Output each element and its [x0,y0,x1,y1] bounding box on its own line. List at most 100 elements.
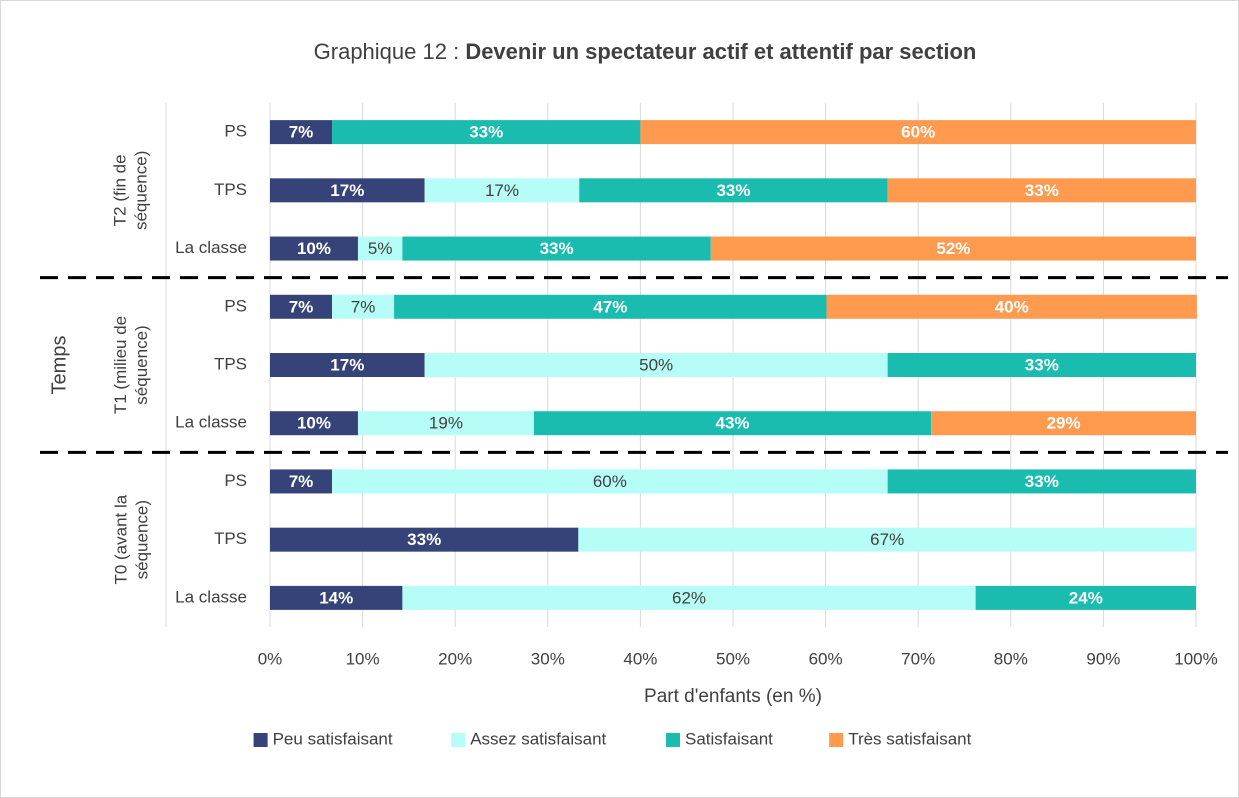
category-label: PS [224,122,247,141]
x-tick-label: 50% [716,649,750,668]
group-label: T1 (milieu de séquence) [111,315,151,415]
bar-segment [270,411,358,436]
x-tick-label: 80% [994,649,1028,668]
data-label: 17% [485,181,519,200]
data-label: 40% [995,297,1029,316]
bar-segment [402,236,711,261]
data-label: 67% [870,530,904,549]
bar-segment [270,120,333,145]
data-label: 62% [672,588,706,607]
bar-segment [270,527,579,552]
data-label: 33% [1025,181,1059,200]
legend-label: Peu satisfaisant [273,729,393,748]
bar-segment [270,585,403,610]
bar-segment [533,411,932,436]
group-label: T0 (avant la séquence) [110,494,151,585]
data-label: 33% [407,530,441,549]
bar-segment [931,411,1196,436]
data-label: 14% [319,588,353,607]
data-label: 19% [429,414,463,433]
bar-segment [887,353,1196,377]
group-label: T2 (fin de séquence) [110,150,151,231]
category-label: PS [224,296,247,315]
category-label: La classe [175,413,247,432]
x-tick-label: 30% [531,649,565,668]
legend-swatch [829,733,844,747]
x-tick-label: 70% [901,649,935,668]
data-label: 60% [593,472,627,491]
category-label: TPS [214,180,247,199]
x-tick-label: 60% [809,649,843,668]
category-label: TPS [214,354,247,373]
data-label: 33% [716,181,750,200]
group-label-box: T2 (fin de séquence) [110,150,151,231]
x-tick-label: 40% [623,649,657,668]
data-label: 47% [593,297,627,316]
category-label: TPS [214,529,247,548]
bar-segment [402,585,976,610]
data-label: 7% [289,123,314,142]
bar-segment [270,353,425,377]
legend-label: Satisfaisant [685,729,773,748]
title-prefix: Graphique 12 : [314,39,460,64]
bar-segment [710,236,1196,261]
bar-segment [578,527,1196,552]
bar-segment [270,178,425,203]
data-label: 52% [936,239,970,258]
bar-segment [357,236,403,261]
bar-segment [640,120,1196,145]
data-label: 17% [330,181,364,200]
bar-segment [826,294,1197,319]
y-axis-title: Temps [48,336,70,395]
data-label: 60% [901,123,935,142]
data-label: 10% [297,414,331,433]
bar-segment [887,178,1196,203]
bar-segment [332,120,641,145]
data-label: 33% [1025,355,1059,374]
bar-segment [270,469,333,494]
category-label: La classe [175,238,247,257]
x-tick-label: 20% [438,649,472,668]
data-label: 7% [351,297,376,316]
chart-title: Graphique 12 : Devenir un spectateur act… [314,39,977,64]
legend-label: Très satisfaisant [848,729,971,748]
data-label: 29% [1047,414,1081,433]
data-label: 7% [289,297,314,316]
title-main: Devenir un spectateur actif et attentif … [465,39,976,64]
bar-segment [332,469,888,494]
data-label: 33% [1025,472,1059,491]
bar-segment [270,294,333,319]
legend-swatch [451,733,466,747]
bar-segment [579,178,888,203]
bar-segment [887,469,1196,494]
legend-swatch [253,733,268,747]
data-label: 50% [639,355,673,374]
data-label: 17% [330,355,364,374]
bar-segment [424,353,888,377]
data-label: 7% [289,472,314,491]
bar-segment [394,294,827,319]
category-label: PS [224,471,247,490]
data-label: 24% [1069,588,1103,607]
x-axis-title: Part d'enfants (en %) [644,686,822,707]
legend-label: Assez satisfaisant [470,729,606,748]
category-label: La classe [175,587,247,606]
legend-swatch [666,733,680,747]
data-label: 33% [540,239,574,258]
bar-segment [357,411,534,436]
x-tick-label: 10% [346,649,380,668]
group-label-box: T1 (milieu de séquence) [111,315,151,415]
bar-segment [270,236,358,261]
x-tick-label: 100% [1174,649,1217,668]
group-label-box: T0 (avant la séquence) [110,494,151,585]
data-label: 5% [368,239,393,258]
x-tick-label: 90% [1086,649,1120,668]
bar-segment [975,585,1196,610]
bar-segment [424,178,580,203]
data-label: 33% [469,123,503,142]
x-tick-label: 0% [258,649,283,668]
bar-segment [332,294,395,319]
data-label: 43% [716,414,750,433]
